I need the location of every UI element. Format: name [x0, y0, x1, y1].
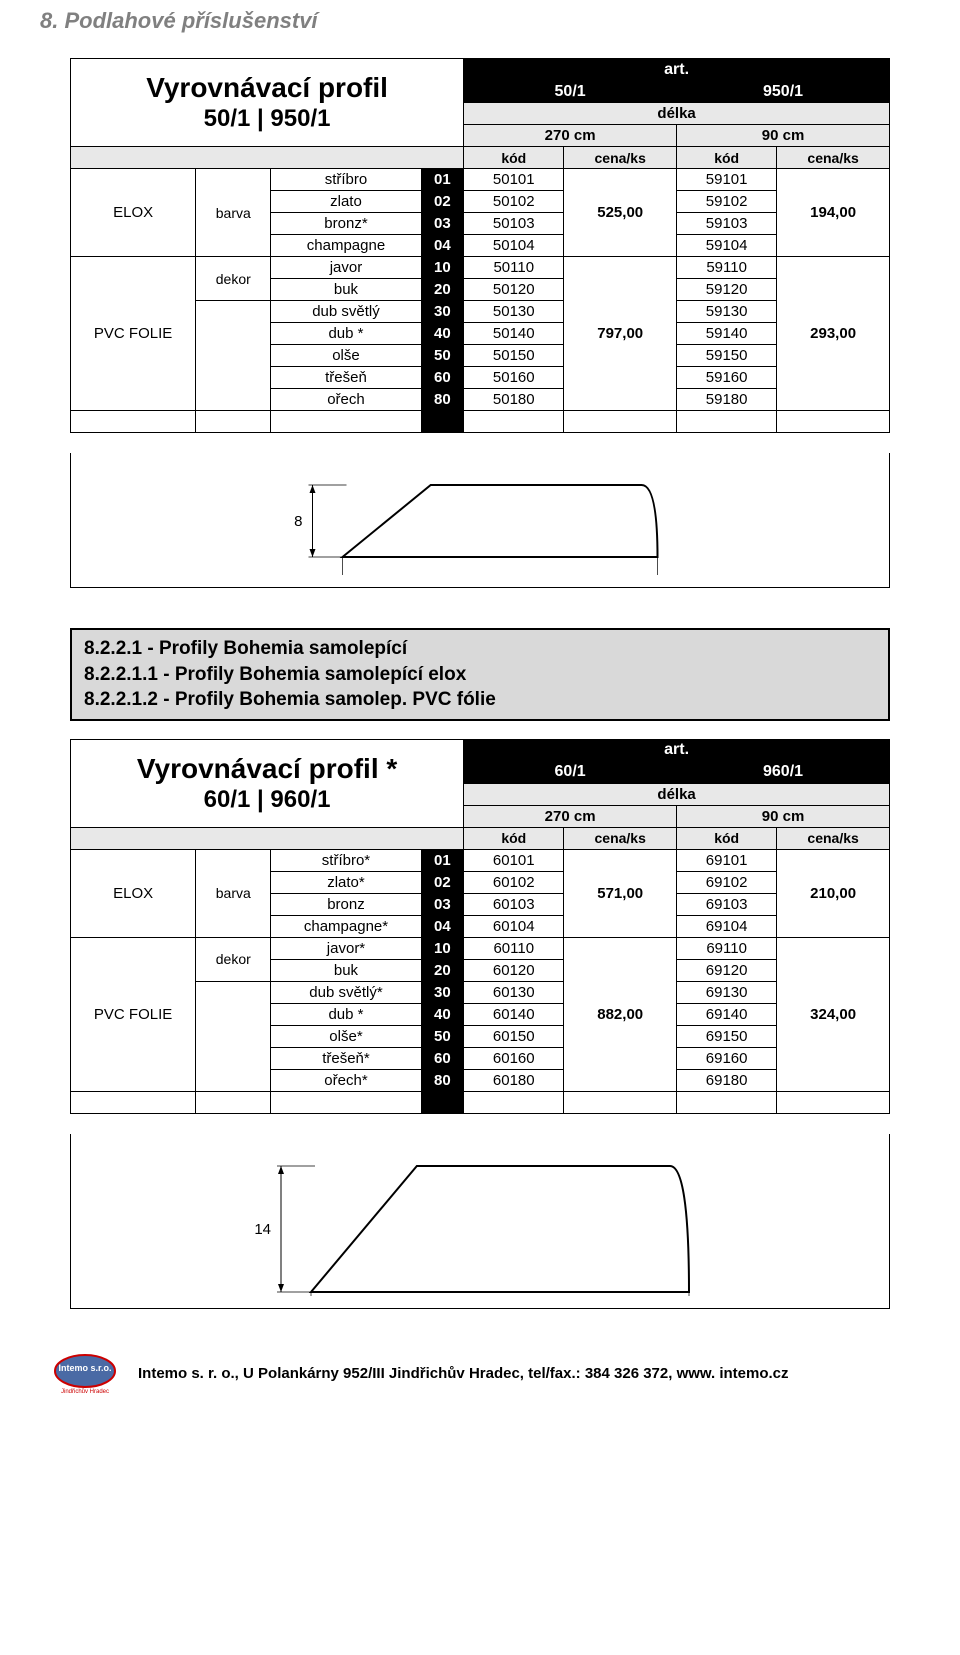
len-right: 90 cm	[677, 125, 890, 147]
profile-diagram-60: 1442	[70, 1134, 890, 1309]
delka-label: délka	[464, 783, 890, 805]
subcat-barva: barva	[196, 169, 271, 257]
cena-hdr: cena/ks	[564, 827, 677, 849]
logo-icon: Intemo s.r.o. Jindřichův Hradec	[50, 1349, 120, 1399]
table-profile-50: Vyrovnávací profil 50/1 | 950/1 art. 50/…	[70, 58, 890, 433]
table-subtitle: 50/1 | 950/1	[71, 105, 463, 134]
kod-hdr: kód	[464, 147, 564, 169]
cat-elox: ELOX	[71, 169, 196, 257]
kod-hdr: kód	[677, 147, 777, 169]
subcat-dekor: dekor	[196, 937, 271, 981]
table-row: ELOX barva stříbro 01 50101 525,00 59101…	[71, 169, 890, 191]
page-title: 8. Podlahové příslušenství	[40, 8, 920, 34]
kod-hdr: kód	[677, 827, 777, 849]
svg-text:8: 8	[294, 513, 302, 530]
art-left: 60/1	[464, 761, 677, 783]
art-left: 50/1	[464, 81, 677, 103]
len-right: 90 cm	[677, 805, 890, 827]
svg-text:Jindřichův Hradec: Jindřichův Hradec	[61, 1388, 109, 1395]
profile-diagram-50: 835	[70, 453, 890, 588]
art-right: 950/1	[677, 81, 890, 103]
section-heading: 8.2.2.1 - Profily Bohemia samolepící 8.2…	[70, 628, 890, 721]
table-row: PVC FOLIE dekor javor* 10 60110 882,00 6…	[71, 937, 890, 959]
table-profile-60: Vyrovnávací profil * 60/1 | 960/1 art. 6…	[70, 739, 890, 1114]
art-label: art.	[464, 59, 890, 81]
svg-text:Intemo s.r.o.: Intemo s.r.o.	[58, 1363, 111, 1373]
table-subtitle: 60/1 | 960/1	[71, 786, 463, 815]
subcat-dekor: dekor	[196, 257, 271, 301]
cena-hdr: cena/ks	[777, 147, 890, 169]
art-label: art.	[464, 739, 890, 761]
kod-hdr: kód	[464, 827, 564, 849]
subcat-barva: barva	[196, 849, 271, 937]
footer-text: Intemo s. r. o., U Polankárny 952/III Ji…	[138, 1365, 789, 1382]
svg-text:14: 14	[254, 1221, 271, 1238]
cat-pvc: PVC FOLIE	[71, 257, 196, 411]
table-row: ELOX barva stříbro* 01 60101 571,00 6910…	[71, 849, 890, 871]
cena-hdr: cena/ks	[564, 147, 677, 169]
table-title: Vyrovnávací profil	[71, 71, 463, 105]
table-row: PVC FOLIE dekor javor 10 50110 797,00 59…	[71, 257, 890, 279]
delka-label: délka	[464, 103, 890, 125]
len-left: 270 cm	[464, 805, 677, 827]
table-title: Vyrovnávací profil *	[71, 752, 463, 786]
cena-hdr: cena/ks	[777, 827, 890, 849]
cat-pvc: PVC FOLIE	[71, 937, 196, 1091]
cat-elox: ELOX	[71, 849, 196, 937]
page-footer: Intemo s.r.o. Jindřichův Hradec Intemo s…	[40, 1349, 920, 1399]
len-left: 270 cm	[464, 125, 677, 147]
art-right: 960/1	[677, 761, 890, 783]
